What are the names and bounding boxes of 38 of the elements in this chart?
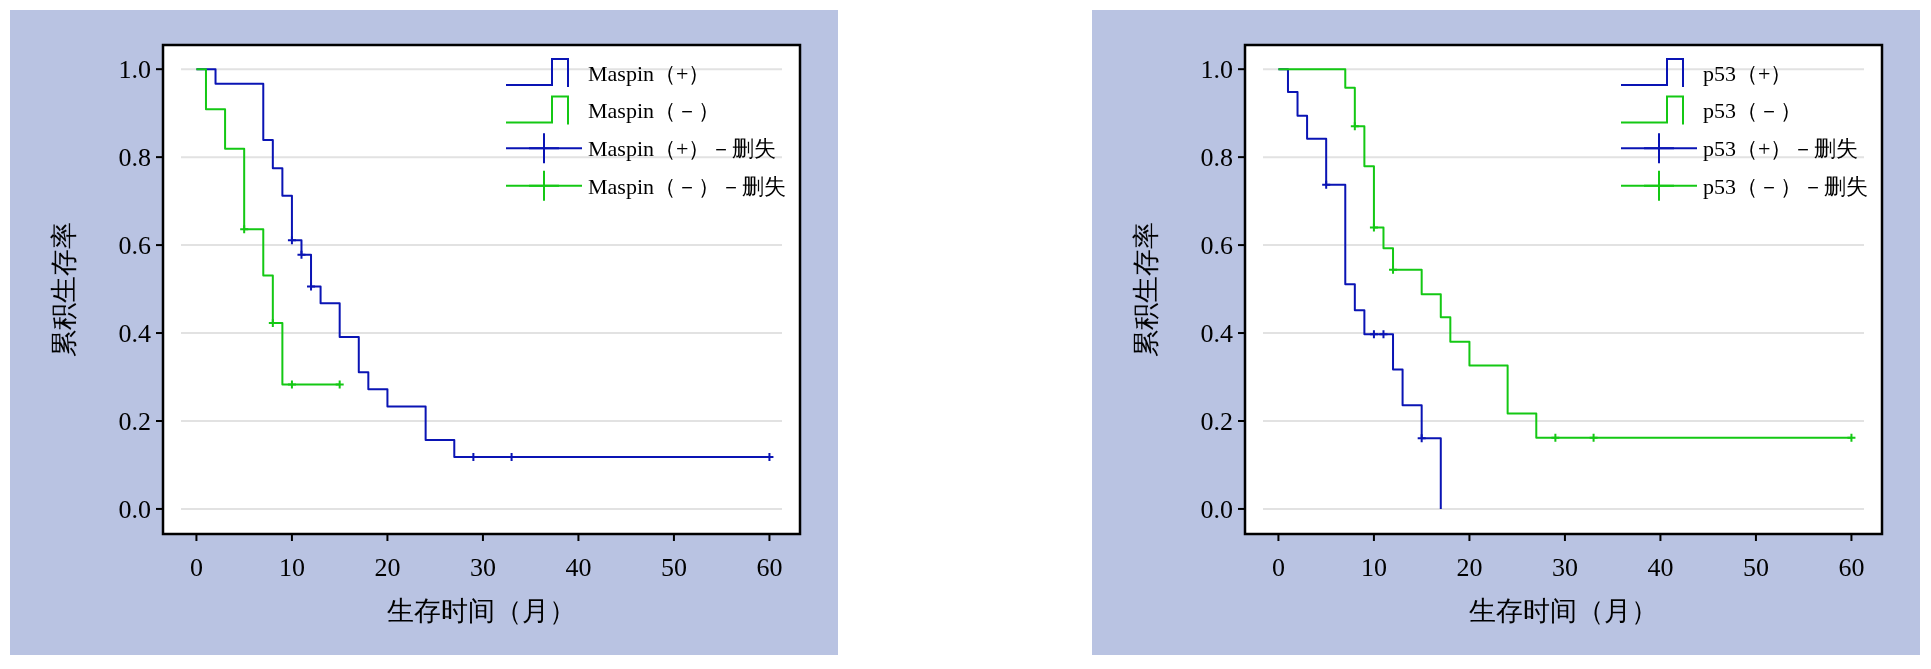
legend-label: p53（+）－删失 [1703, 135, 1859, 161]
x-axis-title: 生存时间（月） [387, 596, 576, 626]
y-tick-label: 1.0 [1200, 55, 1233, 85]
x-tick-label: 30 [469, 553, 496, 582]
legend-label: Maspin（+） [588, 60, 711, 86]
x-tick-label: 60 [1838, 553, 1865, 582]
x-tick-label: 10 [278, 553, 305, 582]
y-tick-label: 0.0 [1200, 495, 1233, 525]
y-tick-label: 0.6 [118, 231, 151, 261]
x-tick-label: 50 [660, 553, 687, 582]
y-tick-label: 0.8 [118, 143, 151, 173]
y-tick-label: 0.4 [118, 319, 151, 349]
x-tick-label: 0 [189, 553, 203, 582]
x-tick-label: 50 [1742, 553, 1769, 582]
x-tick-label: 10 [1360, 553, 1387, 582]
legend-label: Maspin（+）－删失 [588, 135, 777, 161]
y-tick-label: 0.6 [1200, 231, 1233, 261]
y-axis-title: 累积生存率 [1131, 222, 1161, 357]
x-tick-label: 0 [1271, 553, 1285, 582]
x-tick-label: 20 [374, 553, 401, 582]
x-tick-label: 60 [756, 553, 783, 582]
x-tick-label: 40 [565, 553, 592, 582]
y-tick-label: 0.8 [1200, 143, 1233, 173]
legend-label: p53（+） [1703, 60, 1793, 86]
y-axis-title: 累积生存率 [49, 222, 79, 357]
x-tick-label: 20 [1456, 553, 1483, 582]
x-tick-label: 40 [1647, 553, 1674, 582]
x-tick-label: 30 [1551, 553, 1578, 582]
legend-label: Maspin（－） [588, 98, 720, 124]
y-tick-label: 0.2 [118, 407, 151, 437]
legend-label: Maspin（－）－删失 [588, 173, 786, 199]
y-tick-label: 0.2 [1200, 407, 1233, 437]
legend-label: p53（－）－删失 [1703, 173, 1868, 199]
x-axis-title: 生存时间（月） [1469, 596, 1658, 626]
y-tick-label: 1.0 [118, 55, 151, 85]
legend-label: p53（－） [1703, 98, 1802, 124]
y-tick-label: 0.4 [1200, 319, 1233, 349]
y-tick-label: 0.0 [118, 495, 151, 525]
